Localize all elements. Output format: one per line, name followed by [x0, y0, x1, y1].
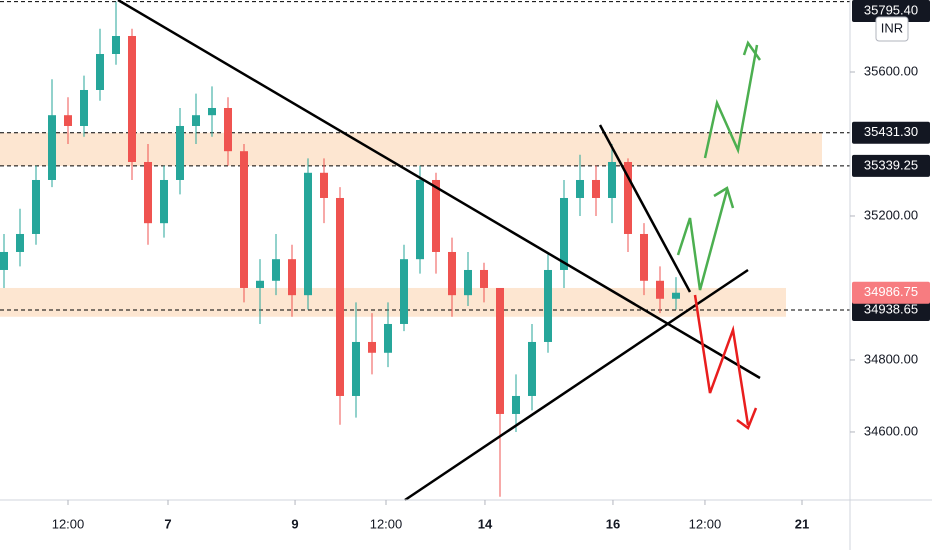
- green-arrow: [703, 44, 759, 159]
- candle-body: [288, 259, 296, 296]
- candle-body: [96, 53, 104, 90]
- x-tick-label: 12:00: [52, 516, 85, 531]
- red-arrow: [693, 294, 750, 426]
- candle-body: [416, 179, 424, 260]
- y-tick-label: 35600.00: [864, 63, 918, 78]
- candle-body: [224, 107, 232, 152]
- trend-line: [598, 124, 692, 293]
- candle-body: [560, 197, 568, 270]
- level-label-box: [852, 299, 930, 322]
- level-label-box: [852, 154, 930, 177]
- candle-body: [624, 161, 632, 234]
- level-label: 35795.40: [864, 2, 918, 17]
- candle-body: [512, 395, 520, 414]
- candle-body: [208, 107, 216, 116]
- x-tick-label: 7: [164, 516, 171, 531]
- trend-line: [117, 0, 761, 380]
- candle-body: [160, 179, 168, 224]
- candle-body: [176, 125, 184, 180]
- currency-box: [875, 16, 909, 42]
- level-label-box: [852, 121, 930, 144]
- candle-body: [528, 341, 536, 396]
- candle-body: [544, 269, 552, 342]
- candle-body: [64, 115, 72, 126]
- axes: 35600.00 35200.00 34800.00 34600.00 12:00 7 9 1…: [52, 0, 930, 531]
- candle-body: [608, 161, 616, 198]
- candle-body: [400, 259, 408, 324]
- arrow-head: [742, 40, 762, 61]
- level-label: 35339.25: [864, 157, 918, 172]
- y-tick-label: 34800.00: [864, 351, 918, 366]
- candle-body: [384, 323, 392, 353]
- candle-body: [128, 35, 136, 162]
- candle-body: [432, 179, 440, 252]
- level-label-box: [852, 0, 930, 22]
- candle-body: [576, 179, 584, 198]
- candle-body: [0, 251, 8, 270]
- currency-label: INR: [881, 20, 903, 35]
- zone: [0, 132, 822, 166]
- candle-body: [368, 341, 376, 353]
- x-tick-label: 12:00: [689, 516, 722, 531]
- candle-body: [112, 35, 120, 54]
- drawings: [117, 0, 762, 502]
- candle-body: [480, 269, 488, 288]
- x-tick-label: 12:00: [370, 516, 403, 531]
- candle-body: [16, 233, 24, 252]
- candle-body: [272, 259, 280, 281]
- candle-body: [336, 197, 344, 396]
- candles: [0, 1, 680, 497]
- level-label: 34938.65: [864, 301, 918, 316]
- arrow-head: [736, 407, 758, 430]
- x-tick-label: 16: [606, 516, 620, 531]
- candle-body: [656, 280, 664, 299]
- candle-body: [320, 172, 328, 198]
- x-tick-label: 21: [795, 516, 809, 531]
- green-arrow: [676, 189, 729, 291]
- zones: [0, 132, 822, 317]
- candle-body: [448, 251, 456, 296]
- level-label: 35431.30: [864, 124, 918, 139]
- candle-body: [304, 172, 312, 296]
- candle-body: [496, 287, 504, 414]
- candle-body: [240, 151, 248, 288]
- last-price-box: [852, 281, 930, 304]
- trend-line: [404, 268, 749, 502]
- y-tick-label: 34600.00: [864, 423, 918, 438]
- candle-body: [464, 269, 472, 296]
- candle-body: [32, 179, 40, 234]
- candle-body: [144, 161, 152, 224]
- candle-body: [352, 341, 360, 396]
- levels: [0, 1, 850, 311]
- candle-body: [592, 179, 600, 198]
- candle-body: [192, 115, 200, 126]
- candle-body: [48, 115, 56, 180]
- arrow-head: [713, 186, 735, 209]
- candle-body: [672, 292, 680, 299]
- last-price-label: 34986.75: [864, 284, 918, 299]
- candle-body: [80, 89, 88, 126]
- y-tick-label: 35200.00: [864, 207, 918, 222]
- candle-body: [256, 280, 264, 288]
- x-tick-label: 14: [478, 516, 493, 531]
- zone: [0, 287, 786, 317]
- candle-body: [640, 233, 648, 281]
- x-tick-label: 9: [291, 516, 298, 531]
